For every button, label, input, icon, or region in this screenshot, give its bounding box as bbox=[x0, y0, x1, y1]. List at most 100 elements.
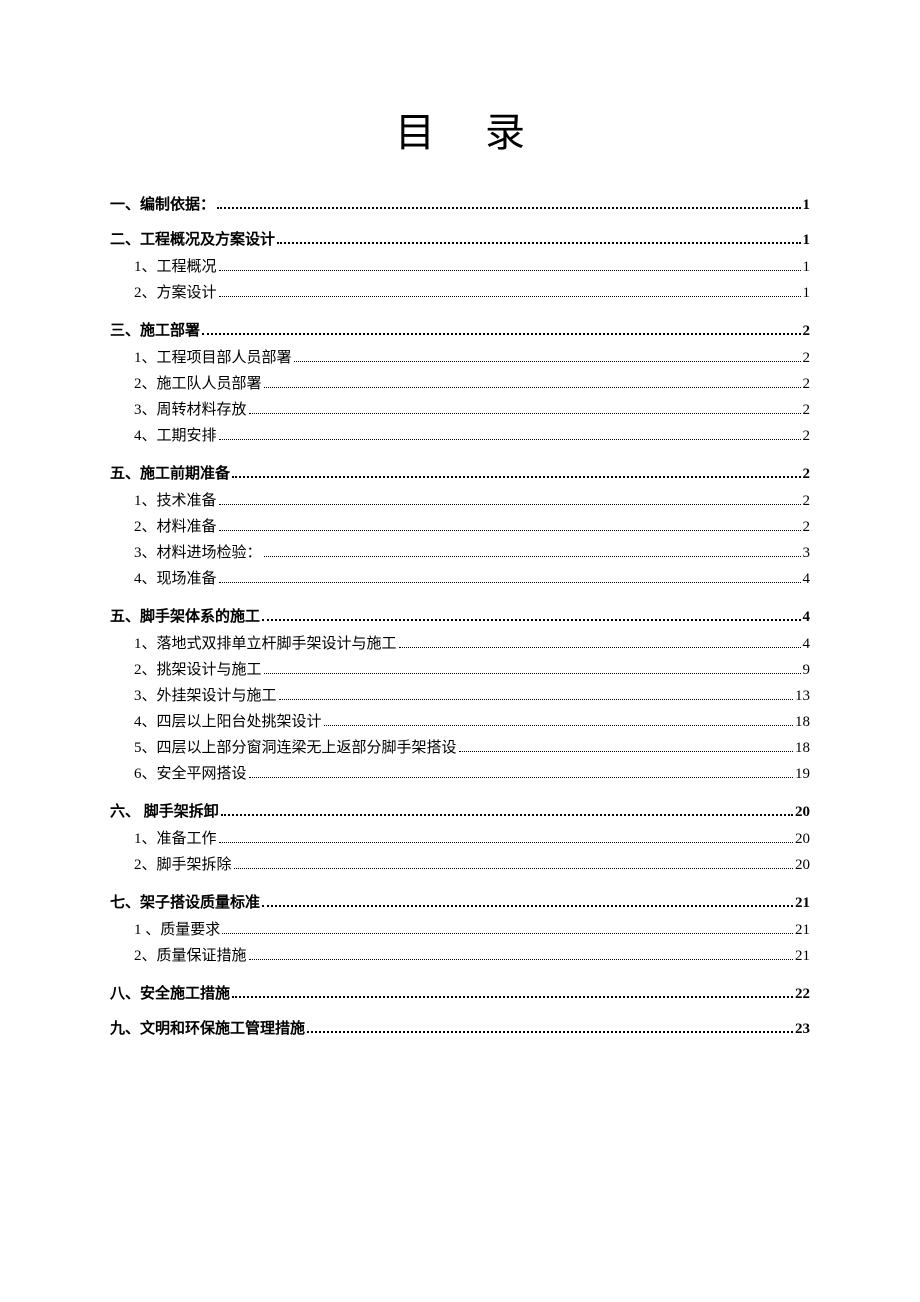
toc-entry-label: 4、现场准备 bbox=[134, 567, 217, 591]
toc-entry: 1、落地式双排单立杆脚手架设计与施工 4 bbox=[110, 632, 810, 656]
toc-leader-dots bbox=[232, 476, 800, 478]
toc-entry-page: 20 bbox=[795, 804, 810, 821]
toc-entry-label: 3、周转材料存放 bbox=[134, 398, 247, 422]
toc-entry-label: 1、落地式双排单立杆脚手架设计与施工 bbox=[134, 632, 397, 656]
toc-entry: 一、编制依据： 1 bbox=[110, 193, 810, 214]
toc-entry-label: 五、施工前期准备 bbox=[110, 462, 230, 483]
toc-entry-label: 2、材料准备 bbox=[134, 515, 217, 539]
toc-entry-page: 20 bbox=[795, 827, 810, 851]
toc-entry-page: 18 bbox=[795, 736, 810, 760]
toc-entry: 2、施工队人员部署 2 bbox=[110, 372, 810, 396]
toc-entry-label: 1 、质量要求 bbox=[134, 918, 220, 942]
toc-entry-label: 五、脚手架体系的施工 bbox=[110, 605, 260, 626]
toc-entry-page: 21 bbox=[795, 918, 810, 942]
toc-entry-page: 2 bbox=[803, 466, 811, 483]
toc-leader-dots bbox=[294, 361, 801, 362]
toc-entry: 5、四层以上部分窗洞连梁无上返部分脚手架搭设 18 bbox=[110, 736, 810, 760]
toc-entry-label: 1、工程项目部人员部署 bbox=[134, 346, 292, 370]
table-of-contents: 一、编制依据： 1 二、工程概况及方案设计 1 1、工程概况 1 2、方案设计 1 三、施工部署… bbox=[110, 193, 810, 1038]
toc-leader-dots bbox=[307, 1031, 793, 1033]
toc-title: 目录 bbox=[110, 100, 810, 158]
toc-leader-dots bbox=[459, 751, 793, 752]
toc-entry-label: 2、挑架设计与施工 bbox=[134, 658, 262, 682]
toc-entry: 五、脚手架体系的施工4 bbox=[110, 605, 810, 626]
toc-entry: 3、材料进场检验：3 bbox=[110, 541, 810, 565]
toc-leader-dots bbox=[324, 725, 793, 726]
toc-entry-label: 3、外挂架设计与施工 bbox=[134, 684, 277, 708]
toc-entry-page: 1 bbox=[803, 255, 811, 279]
toc-entry-label: 2、施工队人员部署 bbox=[134, 372, 262, 396]
toc-entry-page: 4 bbox=[803, 632, 811, 656]
toc-leader-dots bbox=[264, 673, 801, 674]
toc-entry-page: 20 bbox=[795, 853, 810, 877]
toc-entry: 七、架子搭设质量标准21 bbox=[110, 891, 810, 912]
toc-leader-dots bbox=[202, 333, 800, 335]
toc-entry-page: 1 bbox=[803, 281, 811, 305]
toc-leader-dots bbox=[219, 296, 801, 297]
toc-entry: 二、工程概况及方案设计 1 bbox=[110, 228, 810, 249]
toc-leader-dots bbox=[217, 207, 800, 209]
toc-leader-dots bbox=[219, 582, 801, 583]
toc-entry: 六、 脚手架拆卸20 bbox=[110, 800, 810, 821]
toc-entry: 3、外挂架设计与施工 13 bbox=[110, 684, 810, 708]
toc-entry-page: 2 bbox=[803, 515, 811, 539]
toc-entry-label: 二、工程概况及方案设计 bbox=[110, 228, 275, 249]
toc-entry-page: 2 bbox=[803, 489, 811, 513]
toc-leader-dots bbox=[399, 647, 801, 648]
toc-entry: 4、工期安排2 bbox=[110, 424, 810, 448]
toc-entry-page: 21 bbox=[795, 944, 810, 968]
toc-entry-label: 3、材料进场检验： bbox=[134, 541, 262, 565]
toc-entry: 4、四层以上阳台处挑架设计 18 bbox=[110, 710, 810, 734]
toc-leader-dots bbox=[277, 242, 800, 244]
toc-entry-page: 13 bbox=[795, 684, 810, 708]
toc-entry-page: 1 bbox=[803, 232, 811, 249]
toc-entry-page: 1 bbox=[803, 197, 811, 214]
toc-leader-dots bbox=[264, 387, 801, 388]
toc-entry: 1、准备工作 20 bbox=[110, 827, 810, 851]
toc-entry: 1 、质量要求 21 bbox=[110, 918, 810, 942]
toc-entry-label: 三、施工部署 bbox=[110, 319, 200, 340]
toc-entry-page: 18 bbox=[795, 710, 810, 734]
toc-leader-dots bbox=[249, 777, 793, 778]
toc-leader-dots bbox=[262, 619, 800, 621]
toc-entry: 九、文明和环保施工管理措施23 bbox=[110, 1017, 810, 1038]
toc-entry-label: 1、工程概况 bbox=[134, 255, 217, 279]
toc-entry: 八、安全施工措施 22 bbox=[110, 982, 810, 1003]
toc-entry: 三、施工部署 2 bbox=[110, 319, 810, 340]
toc-entry-page: 22 bbox=[795, 986, 810, 1003]
toc-entry-page: 4 bbox=[803, 567, 811, 591]
toc-entry: 2、挑架设计与施工9 bbox=[110, 658, 810, 682]
toc-entry-label: 4、四层以上阳台处挑架设计 bbox=[134, 710, 322, 734]
toc-leader-dots bbox=[222, 933, 793, 934]
toc-entry-page: 2 bbox=[803, 398, 811, 422]
toc-entry-label: 1、技术准备 bbox=[134, 489, 217, 513]
toc-leader-dots bbox=[219, 439, 801, 440]
toc-entry-page: 2 bbox=[803, 372, 811, 396]
toc-entry-label: 一、编制依据： bbox=[110, 193, 215, 214]
toc-entry-label: 5、四层以上部分窗洞连梁无上返部分脚手架搭设 bbox=[134, 736, 457, 760]
toc-entry-page: 2 bbox=[803, 424, 811, 448]
toc-entry: 2、脚手架拆除 20 bbox=[110, 853, 810, 877]
toc-entry-label: 2、质量保证措施 bbox=[134, 944, 247, 968]
toc-entry-label: 1、准备工作 bbox=[134, 827, 217, 851]
toc-leader-dots bbox=[219, 270, 801, 271]
toc-entry: 1、技术准备 2 bbox=[110, 489, 810, 513]
toc-leader-dots bbox=[262, 905, 793, 907]
toc-entry: 1、工程概况 1 bbox=[110, 255, 810, 279]
toc-entry-label: 2、方案设计 bbox=[134, 281, 217, 305]
toc-entry: 2、质量保证措施 21 bbox=[110, 944, 810, 968]
toc-entry: 2、方案设计 1 bbox=[110, 281, 810, 305]
toc-leader-dots bbox=[219, 504, 801, 505]
toc-entry-label: 八、安全施工措施 bbox=[110, 982, 230, 1003]
toc-leader-dots bbox=[279, 699, 793, 700]
toc-entry-page: 21 bbox=[795, 895, 810, 912]
toc-entry-label: 九、文明和环保施工管理措施 bbox=[110, 1017, 305, 1038]
toc-entry-page: 2 bbox=[803, 323, 811, 340]
toc-leader-dots bbox=[234, 868, 793, 869]
toc-entry: 五、施工前期准备 2 bbox=[110, 462, 810, 483]
toc-entry-label: 2、脚手架拆除 bbox=[134, 853, 232, 877]
toc-entry: 4、现场准备 4 bbox=[110, 567, 810, 591]
toc-leader-dots bbox=[221, 814, 793, 816]
toc-entry: 1、工程项目部人员部署 2 bbox=[110, 346, 810, 370]
toc-entry-page: 2 bbox=[803, 346, 811, 370]
